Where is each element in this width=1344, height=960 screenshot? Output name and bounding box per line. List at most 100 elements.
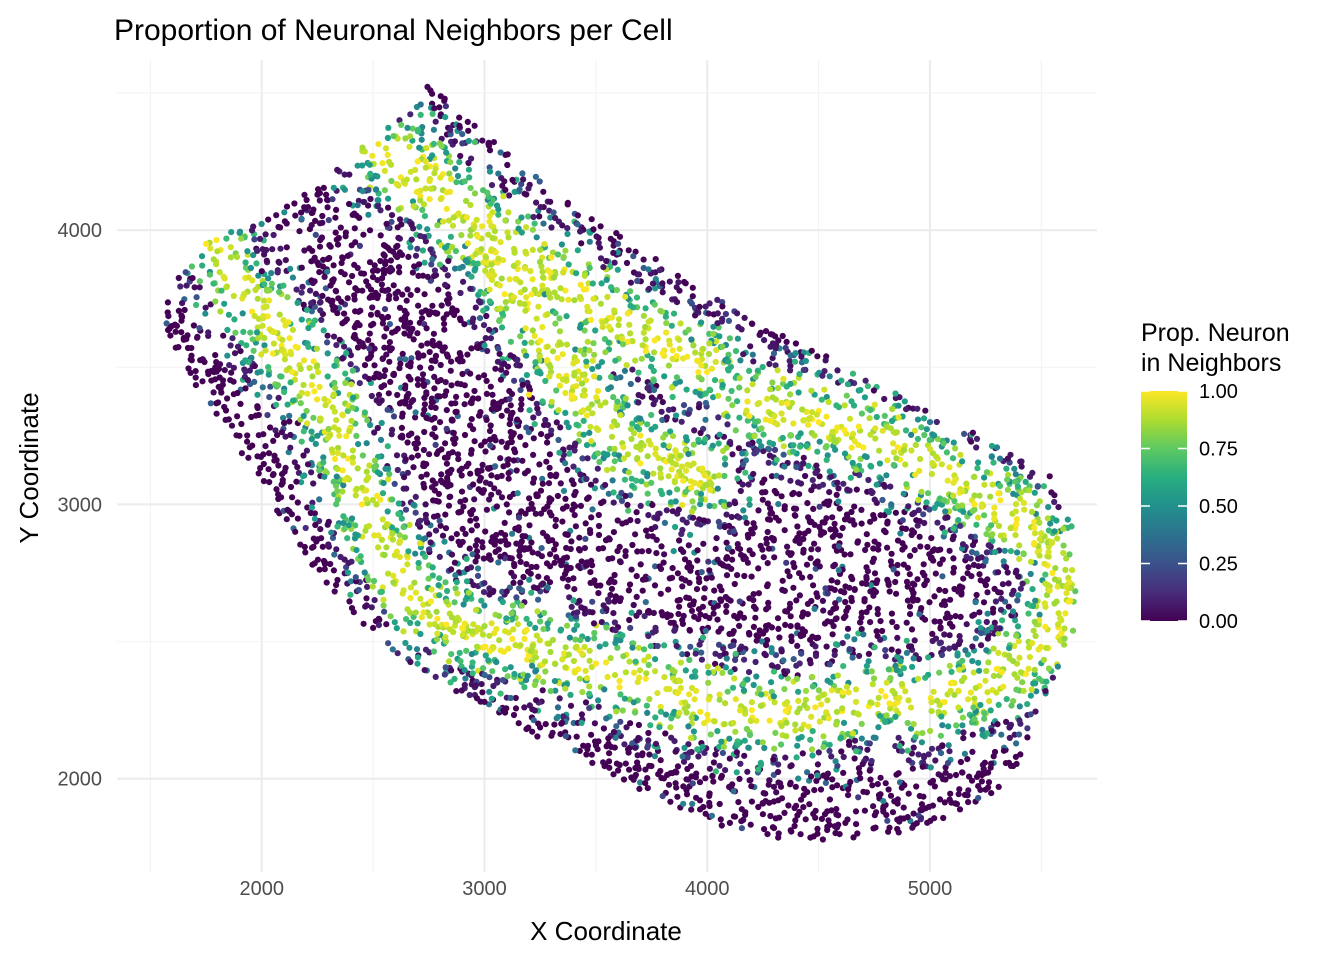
cell-point (261, 297, 268, 304)
cell-point (452, 307, 459, 314)
cell-point (377, 436, 385, 443)
cell-point (902, 461, 909, 468)
cell-point (493, 503, 500, 510)
cell-point (504, 407, 511, 414)
cell-point (776, 814, 783, 821)
cell-point (894, 653, 901, 660)
cell-point (698, 569, 705, 576)
cell-point (511, 449, 519, 456)
cell-point (1043, 592, 1051, 599)
cell-point (393, 625, 400, 632)
cell-point (685, 741, 692, 748)
cell-point (339, 320, 346, 327)
cell-point (680, 548, 687, 556)
cell-point (316, 269, 323, 276)
cell-point (881, 395, 888, 403)
cell-point (559, 351, 566, 358)
cell-point (328, 446, 335, 453)
cell-point (472, 515, 480, 522)
cell-point (552, 320, 559, 327)
cell-point (684, 651, 691, 658)
cell-point (542, 721, 549, 728)
cell-point (428, 586, 435, 593)
cell-point (639, 393, 646, 400)
cell-point (1022, 670, 1029, 678)
cell-point (721, 721, 728, 728)
cell-point (850, 834, 857, 841)
cell-point (378, 313, 385, 320)
cell-point (904, 597, 912, 604)
cell-point (869, 681, 876, 688)
cell-point (672, 447, 679, 454)
cell-point (385, 476, 392, 483)
cell-point (982, 677, 989, 684)
cell-point (422, 164, 429, 171)
cell-point (574, 221, 581, 228)
cell-point (899, 546, 906, 553)
cell-point (844, 625, 852, 632)
cell-point (482, 448, 489, 455)
cell-point (637, 432, 644, 439)
cell-point (761, 744, 768, 752)
cell-point (564, 531, 571, 539)
cell-point (367, 171, 374, 178)
cell-point (329, 196, 336, 203)
cell-point (401, 330, 408, 337)
cell-point (399, 350, 406, 357)
cell-point (603, 605, 610, 613)
cell-point (207, 245, 214, 252)
cell-point (354, 264, 361, 272)
cell-point (640, 264, 647, 272)
cell-point (1017, 495, 1024, 502)
cell-point (564, 230, 571, 238)
cell-point (996, 455, 1004, 462)
cell-point (754, 367, 761, 374)
cell-point (673, 642, 680, 650)
cell-point (554, 294, 561, 301)
cell-point (885, 786, 892, 793)
cell-point (474, 624, 481, 632)
cell-point (971, 492, 978, 499)
cell-point (528, 589, 535, 596)
cell-point (403, 616, 410, 623)
cell-point (919, 730, 926, 737)
cell-point (563, 341, 571, 348)
cell-point (550, 209, 557, 216)
cell-point (575, 563, 582, 570)
cell-point (542, 668, 549, 675)
cell-point (981, 759, 989, 766)
cell-point (317, 526, 324, 533)
cell-point (973, 435, 981, 442)
cell-point (530, 414, 537, 421)
cell-point (1049, 674, 1056, 681)
cell-point (736, 414, 743, 421)
cell-point (644, 453, 651, 460)
cell-point (981, 474, 988, 481)
cell-point (396, 235, 403, 242)
cell-point (732, 650, 739, 658)
cell-point (504, 151, 511, 158)
cell-point (458, 472, 465, 479)
cell-point (330, 478, 337, 485)
cell-point (865, 650, 873, 658)
cell-point (783, 733, 790, 740)
cell-point (283, 244, 290, 251)
cell-point (550, 274, 558, 281)
cell-point (315, 186, 322, 193)
cell-point (450, 429, 457, 437)
cell-point (554, 355, 561, 362)
cell-point (405, 373, 412, 380)
cell-point (834, 782, 841, 789)
cell-point (177, 283, 184, 290)
cell-point (575, 376, 582, 383)
cell-point (744, 676, 751, 683)
cell-point (806, 801, 813, 808)
cell-point (987, 707, 994, 714)
cell-point (813, 462, 820, 469)
cell-point (1003, 718, 1010, 726)
cell-point (774, 663, 781, 671)
cell-point (917, 806, 924, 814)
cell-point (1031, 489, 1038, 496)
cell-point (308, 436, 315, 443)
cell-point (483, 312, 490, 320)
